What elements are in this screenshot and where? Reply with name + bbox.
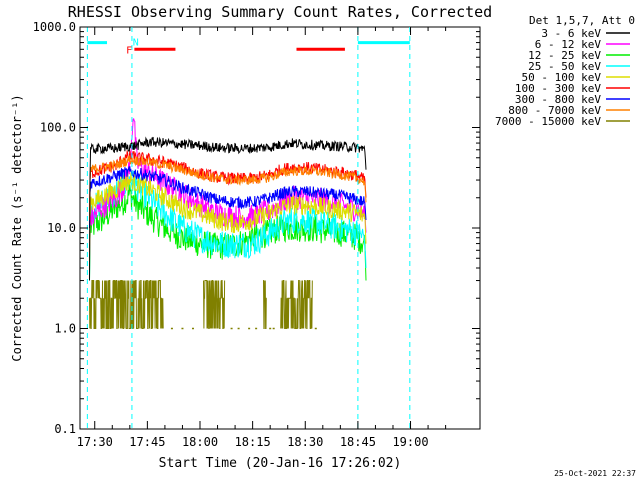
legend-label: 7000 - 15000 keV	[495, 115, 601, 128]
bursty-series-line	[280, 280, 313, 329]
legend-label: 6 - 12 keV	[535, 38, 602, 51]
legend-label: 3 - 6 keV	[541, 27, 601, 40]
flag-letter: N	[133, 37, 139, 48]
plot-area: FN 0.1 1.0 10.0 100.0 1000.0 17:30 17:45 18:00…	[33, 20, 481, 449]
series-line	[89, 170, 367, 281]
flag-letter: F	[126, 45, 132, 56]
chart-title: RHESSI Observing Summary Count Rates, Co…	[68, 3, 492, 21]
bursty-series-line	[89, 280, 164, 329]
y-tick-label: 100.0	[40, 121, 76, 135]
legend-label: 50 - 100 keV	[522, 71, 602, 84]
series-line	[89, 172, 367, 269]
y-tick-label: 1000.0	[33, 20, 76, 34]
series-line	[89, 136, 367, 281]
legend-header: Det 1,5,7, Att 0	[529, 14, 635, 27]
y-tick-label: 1.0	[54, 322, 76, 336]
annotation-layer: FN	[86, 27, 411, 429]
legend-label: 25 - 50 keV	[528, 60, 601, 73]
series-layer	[89, 118, 367, 330]
legend-label: 300 - 800 keV	[515, 93, 601, 106]
x-tick-label: 17:45	[129, 435, 165, 449]
x-axis: 17:30 17:45 18:00 18:15 18:30 18:45 19:00	[77, 27, 447, 449]
x-tick-label: 18:15	[235, 435, 271, 449]
footer-date: 25-Oct-2021 22:37	[554, 469, 636, 478]
y-tick-label: 10.0	[47, 221, 76, 235]
y-axis: 0.1 1.0 10.0 100.0 1000.0	[33, 20, 480, 436]
series-line	[89, 155, 367, 221]
x-tick-label: 18:30	[287, 435, 323, 449]
y-tick-label: 0.1	[54, 422, 76, 436]
x-tick-label: 18:00	[182, 435, 218, 449]
legend-label: 12 - 25 keV	[528, 49, 601, 62]
x-tick-label: 18:45	[340, 435, 376, 449]
x-axis-label: Start Time (20-Jan-16 17:26:02)	[159, 456, 402, 471]
y-axis-label: Corrected Count Rate (s⁻¹ detector⁻¹)	[10, 94, 24, 361]
x-tick-label: 17:30	[77, 435, 113, 449]
legend-label: 800 - 7000 keV	[508, 104, 601, 117]
bursty-series-line	[263, 280, 267, 329]
x-tick-label: 19:00	[392, 435, 428, 449]
series-line	[89, 166, 367, 229]
legend-label: 100 - 300 keV	[515, 82, 601, 95]
bursty-series-line	[203, 280, 226, 329]
